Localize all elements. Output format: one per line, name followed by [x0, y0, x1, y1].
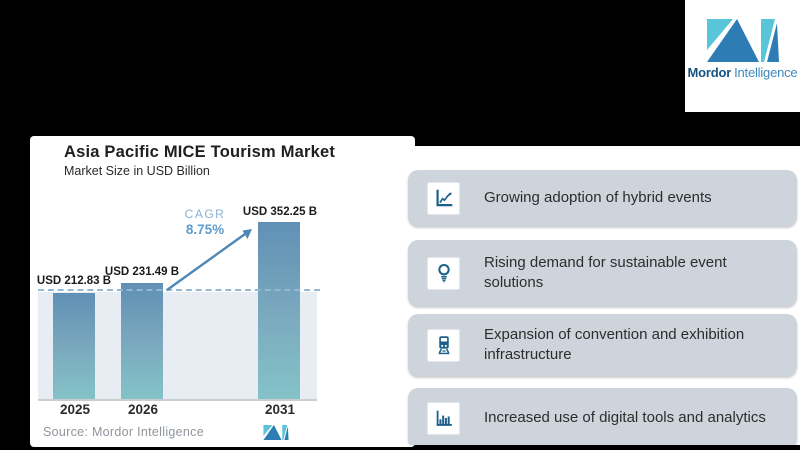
bar-2031	[258, 222, 300, 400]
value-label-2026: USD 231.49 B	[104, 266, 180, 278]
chart-subtitle: Market Size in USD Billion	[64, 164, 210, 178]
highlight-text: Increased use of digital tools and analy…	[484, 408, 766, 426]
axis-label-2026: 2026	[127, 402, 159, 417]
brand-wordmark: Mordor Intelligence	[688, 65, 798, 80]
highlight-text: Growing adoption of hybrid events	[484, 188, 712, 206]
highlight-card-infrastructure: Expansion of convention and exhibition i…	[408, 314, 797, 376]
mordor-logo-small-icon	[263, 425, 289, 440]
mordor-logo-icon	[706, 19, 779, 62]
train-icon	[427, 328, 460, 362]
cagr-value: 8.75%	[185, 221, 225, 237]
lightbulb-icon	[427, 256, 460, 290]
highlight-text: Rising demand for sustainable event solu…	[484, 253, 727, 291]
bar-chart-icon	[427, 401, 460, 435]
reference-dashed-line	[38, 289, 320, 291]
line-chart-icon	[427, 181, 460, 215]
cagr-callout: CAGR 8.75%	[160, 207, 250, 237]
axis-label-2031: 2031	[264, 402, 296, 417]
chart-card: Asia Pacific MICE Tourism Market Market …	[30, 136, 415, 447]
brand-logo: Mordor Intelligence	[685, 0, 800, 112]
highlight-card-sustainable-events: Rising demand for sustainable event solu…	[408, 240, 797, 306]
value-label-2025: USD 212.83 B	[36, 275, 112, 287]
source-credit: Source: Mordor Intelligence	[43, 425, 204, 439]
highlight-card-digital-tools: Increased use of digital tools and analy…	[408, 388, 797, 445]
chart-title: Asia Pacific MICE Tourism Market	[64, 143, 336, 161]
brand-name-light: Intelligence	[734, 65, 798, 80]
cagr-label: CAGR	[184, 207, 226, 221]
bar-2026	[121, 283, 163, 400]
x-axis-line	[38, 399, 317, 401]
axis-label-2025: 2025	[59, 402, 91, 417]
value-label-2031: USD 352.25 B	[242, 206, 318, 218]
brand-name-bold: Mordor	[687, 65, 732, 80]
highlights-panel: Growing adoption of hybrid events Rising…	[400, 146, 800, 445]
bar-2025	[53, 293, 95, 400]
highlight-text: Expansion of convention and exhibition i…	[484, 325, 745, 363]
highlight-card-hybrid-events: Growing adoption of hybrid events	[408, 170, 797, 226]
